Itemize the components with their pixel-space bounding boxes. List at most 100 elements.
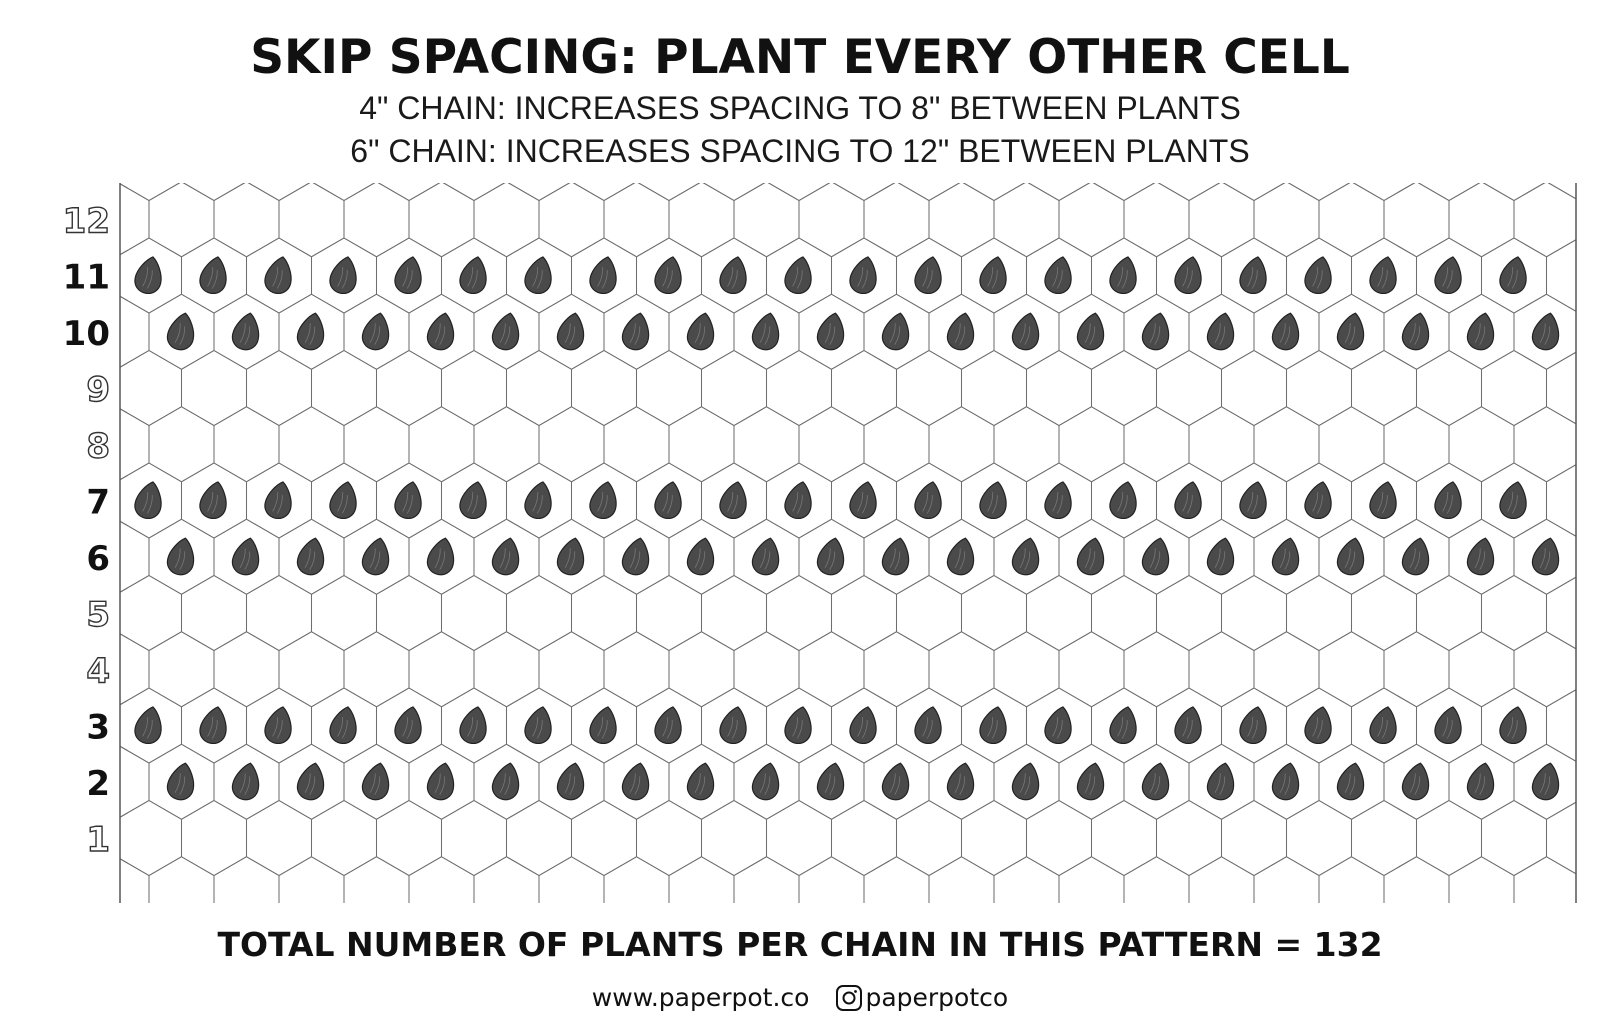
seed-icon bbox=[231, 537, 260, 576]
hex-cell bbox=[473, 856, 540, 903]
hex-cell bbox=[1448, 183, 1515, 258]
seed-icon bbox=[1401, 762, 1430, 801]
seed-icon bbox=[1271, 537, 1300, 576]
hex-cell bbox=[1318, 631, 1385, 708]
hex-cell bbox=[701, 349, 767, 427]
hex-cell bbox=[571, 349, 637, 427]
hex-cell bbox=[1579, 857, 1600, 932]
hex-cell bbox=[1416, 799, 1482, 877]
seed-icon bbox=[849, 256, 877, 295]
hex-cell bbox=[1579, 407, 1600, 482]
hex-cell bbox=[863, 183, 930, 258]
seed-icon bbox=[1271, 762, 1300, 801]
seed-icon bbox=[1141, 762, 1170, 801]
hex-cell bbox=[636, 799, 702, 877]
hex-cell bbox=[733, 183, 800, 258]
hex-cell bbox=[1416, 574, 1482, 652]
hex-cell bbox=[928, 631, 995, 708]
hex-cell bbox=[571, 799, 637, 877]
seed-icon bbox=[621, 762, 650, 801]
hex-cell bbox=[571, 574, 637, 652]
seed-icon bbox=[166, 762, 195, 801]
hex-cell bbox=[766, 574, 832, 652]
hex-cell bbox=[1352, 183, 1416, 202]
hex-cell bbox=[1546, 576, 1576, 650]
hex-cell bbox=[1579, 182, 1600, 257]
seed-icon bbox=[1304, 481, 1332, 520]
total-plants-text: TOTAL NUMBER OF PLANTS PER CHAIN IN THIS… bbox=[217, 925, 1383, 964]
page-title: SKIP SPACING: PLANT EVERY OTHER CELL bbox=[250, 30, 1350, 85]
hex-cell bbox=[897, 183, 961, 202]
seed-icon bbox=[1336, 537, 1365, 576]
hex-cell bbox=[182, 183, 246, 202]
hex-cell bbox=[1026, 574, 1092, 652]
hex-cell bbox=[1156, 799, 1222, 877]
seed-icon bbox=[621, 537, 650, 576]
hex-cell bbox=[278, 631, 345, 708]
hex-cell bbox=[1157, 183, 1221, 202]
row-label-9: 9 bbox=[86, 370, 110, 410]
hex-cell bbox=[1383, 856, 1450, 903]
instagram-handle[interactable]: paperpotco bbox=[865, 983, 1009, 1012]
seed-icon bbox=[1206, 762, 1235, 801]
row-label-3: 3 bbox=[86, 708, 110, 748]
hex-cell bbox=[1026, 349, 1092, 427]
hex-cell bbox=[506, 574, 572, 652]
seed-icon bbox=[1174, 481, 1202, 520]
hex-cell bbox=[377, 183, 441, 202]
seed-icon bbox=[816, 762, 845, 801]
seed-icon bbox=[134, 256, 162, 295]
seed-icon bbox=[199, 706, 227, 745]
hex-cell bbox=[993, 406, 1060, 483]
hex-cell bbox=[1091, 574, 1157, 652]
seed-icon bbox=[1499, 706, 1527, 745]
hex-cell bbox=[1026, 799, 1092, 877]
hex-cell bbox=[343, 183, 410, 258]
hex-cell bbox=[1058, 183, 1125, 258]
hex-cell bbox=[668, 406, 735, 483]
hex-cell bbox=[1351, 799, 1417, 877]
hex-cell bbox=[733, 856, 800, 903]
seed-icon bbox=[1141, 537, 1170, 576]
seed-icon bbox=[264, 256, 292, 295]
hex-cell bbox=[343, 631, 410, 708]
seed-icon bbox=[361, 537, 390, 576]
website-link[interactable]: www.paperpot.co bbox=[591, 983, 810, 1012]
row-label-6: 6 bbox=[86, 539, 110, 579]
hex-cell bbox=[1417, 183, 1481, 202]
seed-icon bbox=[1401, 312, 1430, 351]
seed-icon bbox=[199, 481, 227, 520]
hex-cell bbox=[312, 183, 376, 202]
seed-icon bbox=[296, 312, 325, 351]
seed-icon bbox=[296, 762, 325, 801]
seed-icon bbox=[816, 312, 845, 351]
hex-cell bbox=[961, 574, 1027, 652]
hex-cell bbox=[1579, 519, 1600, 594]
hex-cell bbox=[1546, 801, 1576, 875]
hex-cell bbox=[961, 799, 1027, 877]
instagram-handle-group[interactable]: paperpotco bbox=[835, 983, 1008, 1012]
hex-cell bbox=[148, 856, 215, 903]
hex-cell bbox=[896, 349, 962, 427]
seed-icon bbox=[1369, 256, 1397, 295]
seed-icon bbox=[1076, 312, 1105, 351]
seed-icon bbox=[751, 537, 780, 576]
seed-icon bbox=[361, 762, 390, 801]
seed-icon bbox=[1011, 762, 1040, 801]
hex-cell bbox=[1513, 856, 1576, 903]
hex-cell bbox=[1286, 349, 1352, 427]
hex-cell bbox=[928, 406, 995, 483]
hex-cell bbox=[1448, 631, 1515, 708]
seed-icon bbox=[719, 256, 747, 295]
seed-icon bbox=[881, 762, 910, 801]
hex-cell bbox=[1448, 856, 1515, 903]
hex-cell bbox=[538, 631, 605, 708]
hex-cell bbox=[1253, 183, 1320, 258]
seed-icon bbox=[394, 706, 422, 745]
hex-cell bbox=[636, 574, 702, 652]
footer: www.paperpot.co paperpotco bbox=[0, 983, 1600, 1012]
seed-icon bbox=[1109, 481, 1137, 520]
row-label-8: 8 bbox=[86, 426, 110, 466]
hex-cell bbox=[701, 799, 767, 877]
